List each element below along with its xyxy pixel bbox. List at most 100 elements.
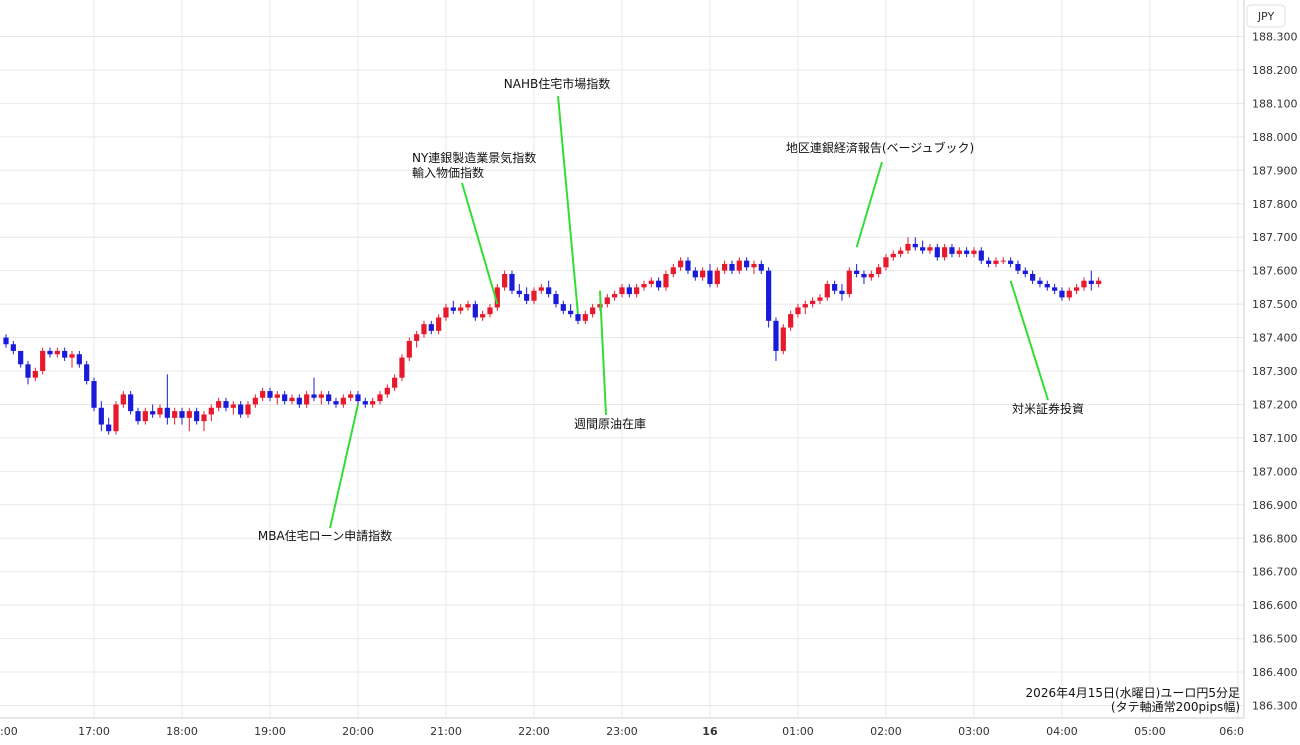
candle-body <box>186 411 192 418</box>
candle-body <box>296 397 302 405</box>
candle-body <box>685 260 691 271</box>
candle-body <box>949 247 955 254</box>
time-axis: :00 17:00 18:00 19:00 20:00 21:00 22:00 23:00 16… <box>0 725 1244 738</box>
candle-body <box>377 394 383 402</box>
candle-body <box>846 270 852 295</box>
candle-body <box>802 304 808 308</box>
candle-body <box>692 270 698 278</box>
time-tick-label: 03:00 <box>958 725 990 738</box>
candle-body <box>700 270 706 278</box>
candle-body <box>414 334 420 341</box>
candle-body <box>868 273 874 278</box>
time-tick-label: 06:0 <box>1219 725 1244 738</box>
candle-body <box>905 243 911 251</box>
price-tick-label: 187.100 <box>1252 432 1298 445</box>
candle-body <box>890 253 896 258</box>
candle-body <box>436 317 442 331</box>
price-tick-label: 186.700 <box>1252 566 1298 579</box>
candle-body <box>91 381 97 408</box>
candle-body <box>40 350 46 371</box>
price-tick-label: 187.300 <box>1252 365 1298 378</box>
candle-body <box>260 391 266 398</box>
candle-body <box>406 340 412 358</box>
candle-body <box>230 404 236 408</box>
candle-body <box>480 314 486 318</box>
annotation-leader-mba <box>329 404 359 529</box>
candle-body <box>744 260 750 268</box>
candle-body <box>128 394 134 412</box>
candle-body <box>956 250 962 254</box>
candle-body <box>1074 287 1080 291</box>
price-tick-label: 187.700 <box>1252 231 1298 244</box>
candle-body <box>443 307 449 318</box>
candle-body <box>172 411 178 418</box>
candle-body <box>355 394 361 402</box>
candle-body <box>98 407 104 425</box>
candle-body <box>326 394 332 402</box>
price-tick-label: 188.200 <box>1252 64 1298 77</box>
candle-body <box>164 407 170 418</box>
candle-body <box>384 387 390 395</box>
candle-body <box>619 287 625 295</box>
candle-body <box>714 270 720 285</box>
time-tick-label: 21:00 <box>430 725 462 738</box>
candle-body <box>201 414 207 422</box>
candle-body <box>1052 287 1058 291</box>
annotation-leader-lines <box>329 95 1049 529</box>
candle-body <box>84 364 90 382</box>
time-tick-label: 22:00 <box>518 725 550 738</box>
annotation-label-ny: NY連銀製造業景気指数 <box>412 150 536 165</box>
candle-body <box>3 337 9 345</box>
candle-body <box>47 350 53 355</box>
candle-body <box>142 411 148 422</box>
candle-body <box>817 297 823 301</box>
candle-body <box>54 350 60 355</box>
candle-body <box>920 247 926 251</box>
candle-body <box>399 357 405 378</box>
candle-body <box>208 407 214 415</box>
price-tick-label: 186.900 <box>1252 499 1298 512</box>
candle-body <box>575 314 581 321</box>
candle-body <box>780 327 786 351</box>
candle-body <box>729 263 735 271</box>
candle-body <box>304 394 310 405</box>
price-tick-label: 187.900 <box>1252 164 1298 177</box>
candle-body <box>362 401 368 405</box>
candle-body <box>238 404 244 415</box>
candle-body <box>971 250 977 254</box>
candle-body <box>194 411 200 422</box>
candle-body <box>722 263 728 271</box>
candle-body <box>1088 280 1094 285</box>
candle-body <box>641 284 647 288</box>
candle-body <box>707 270 713 285</box>
candle-body <box>590 307 596 315</box>
annotation-leader-beige <box>855 161 883 248</box>
candle-body <box>76 354 82 365</box>
candle-body <box>458 307 464 311</box>
candle-body <box>282 394 288 402</box>
candle-body <box>986 260 992 264</box>
candle-body <box>912 243 918 248</box>
candle-body <box>252 397 258 405</box>
candle-body <box>795 307 801 315</box>
price-tick-label: 186.300 <box>1252 700 1298 713</box>
time-tick-label: 16 <box>702 725 718 738</box>
candle-body <box>648 280 654 285</box>
candle-body <box>751 263 757 268</box>
candle-body <box>135 411 141 422</box>
candle-body <box>861 273 867 278</box>
price-tick-label: 187.600 <box>1252 265 1298 278</box>
chart-caption-line1: 2026年4月15日(水曜日)ユーロ円5分足 <box>1026 686 1240 700</box>
annotation-label-ny: 輸入物価指数 <box>412 165 484 180</box>
candle-body <box>546 287 552 295</box>
time-tick-label: 05:00 <box>1134 725 1166 738</box>
price-tick-label: 188.100 <box>1252 97 1298 110</box>
currency-label: JPY <box>1257 10 1275 23</box>
candle-body <box>612 294 618 298</box>
candle-body <box>766 270 772 321</box>
candle-body <box>157 407 163 415</box>
time-tick-label: 04:00 <box>1046 725 1078 738</box>
time-tick-label: 23:00 <box>606 725 638 738</box>
candle-body <box>106 424 112 432</box>
